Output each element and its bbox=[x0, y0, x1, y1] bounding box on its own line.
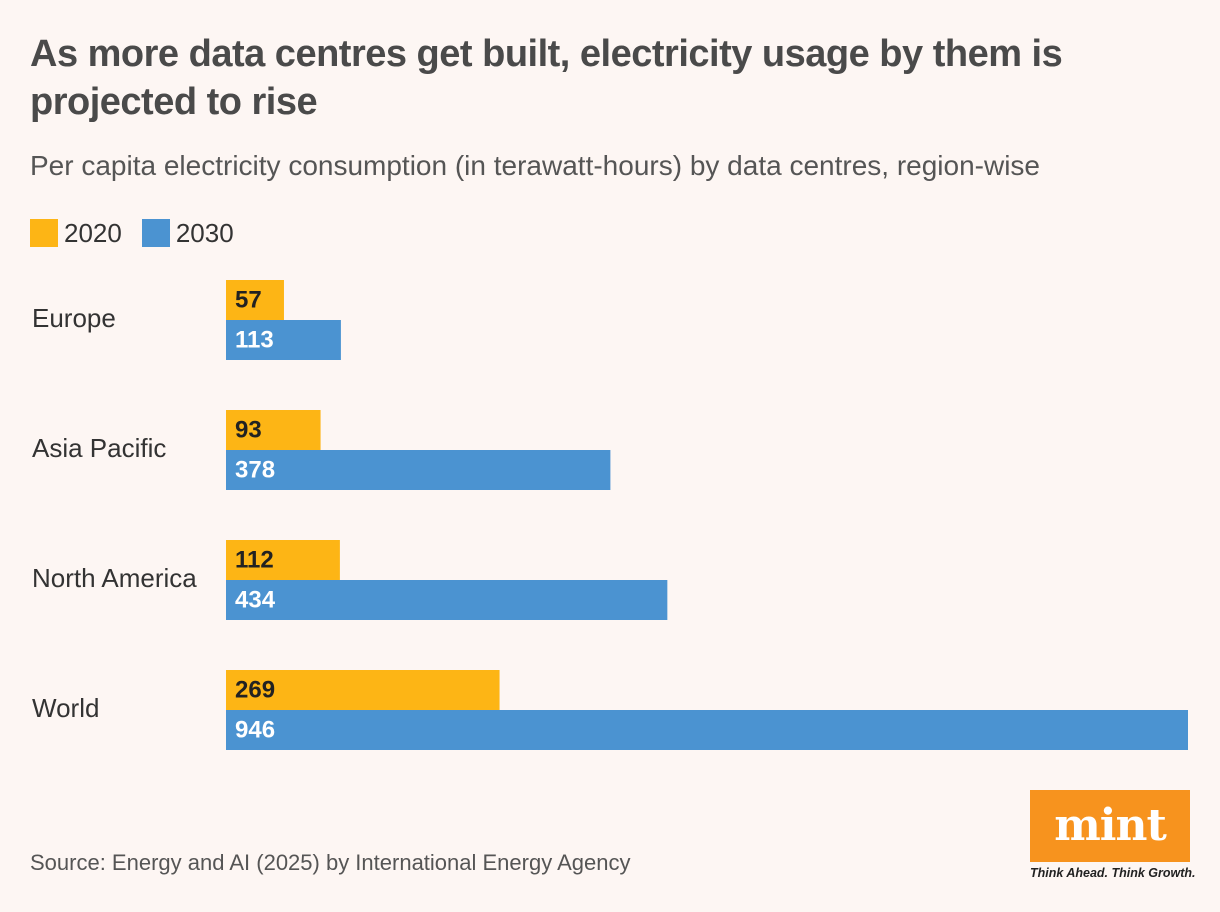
bar-europe-2030 bbox=[226, 320, 341, 360]
legend-item-2020: 2020 bbox=[30, 218, 122, 249]
data-label-asia-pacific-2030: 378 bbox=[235, 456, 275, 483]
legend-label-2030: 2030 bbox=[175, 217, 234, 248]
legend-label-2020: 2020 bbox=[64, 217, 122, 248]
data-label-europe-2020: 57 bbox=[235, 286, 262, 313]
chart-subtitle: Per capita electricity consumption (in t… bbox=[30, 150, 1040, 181]
mint-logo: mint Think Ahead. Think Growth. bbox=[1030, 790, 1196, 880]
bar-world-2030 bbox=[226, 710, 1188, 750]
category-label-north-america: North America bbox=[32, 563, 197, 593]
logo-wordmark: mint bbox=[1054, 800, 1167, 851]
data-label-world-2030: 946 bbox=[235, 716, 275, 743]
data-label-europe-2030: 113 bbox=[235, 326, 274, 353]
bar-world-2020 bbox=[226, 670, 500, 710]
category-label-world: World bbox=[32, 693, 99, 723]
category-label-europe: Europe bbox=[32, 303, 116, 333]
legend: 2020 2030 bbox=[30, 218, 254, 248]
data-label-asia-pacific-2020: 93 bbox=[235, 416, 262, 443]
logo-tagline: Think Ahead. Think Growth. bbox=[1030, 866, 1196, 880]
bar-north-america-2020 bbox=[226, 540, 340, 580]
bar-europe-2020 bbox=[226, 280, 284, 320]
chart-title: As more data centres get built, electric… bbox=[30, 33, 1063, 123]
legend-swatch-2020 bbox=[30, 219, 58, 247]
category-label-asia-pacific: Asia Pacific bbox=[32, 433, 166, 463]
bar-asia-pacific-2020 bbox=[226, 410, 321, 450]
data-label-north-america-2030: 434 bbox=[235, 586, 276, 613]
bar-north-america-2030 bbox=[226, 580, 668, 620]
data-label-world-2020: 269 bbox=[235, 676, 275, 703]
bar-chart: Europe 57 113 Asia Pacific 93 378 North Americ… bbox=[32, 280, 1188, 750]
bar-asia-pacific-2030 bbox=[226, 450, 611, 490]
legend-item-2030: 2030 bbox=[141, 217, 234, 249]
data-label-north-america-2020: 112 bbox=[235, 546, 274, 573]
source-note: Source: Energy and AI (2025) by Internat… bbox=[30, 850, 631, 875]
logo-box: mint bbox=[1030, 790, 1190, 862]
legend-swatch-2030 bbox=[141, 219, 170, 247]
